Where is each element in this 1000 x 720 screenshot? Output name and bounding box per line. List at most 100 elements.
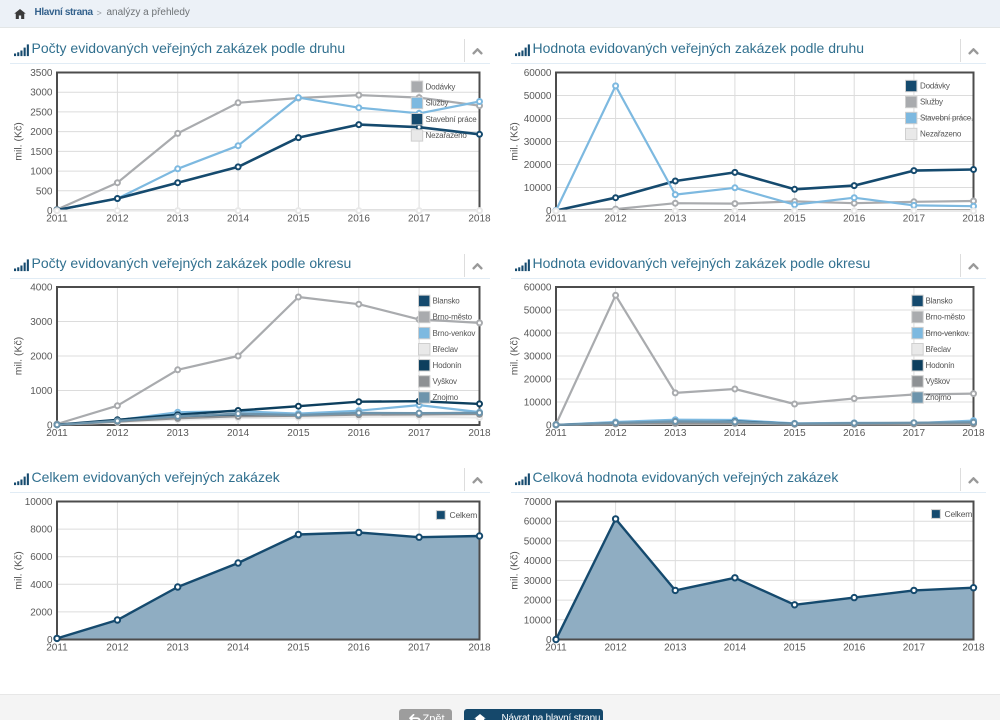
- svg-text:2015: 2015: [287, 428, 310, 439]
- svg-text:2012: 2012: [106, 214, 129, 225]
- svg-text:2013: 2013: [167, 428, 190, 439]
- svg-text:40000: 40000: [524, 329, 552, 340]
- svg-text:50000: 50000: [524, 91, 552, 102]
- svg-text:Brno-město: Brno-město: [926, 313, 966, 322]
- svg-text:Blansko: Blansko: [433, 297, 461, 306]
- svg-text:2000: 2000: [30, 127, 53, 138]
- svg-text:2018: 2018: [962, 643, 985, 654]
- svg-text:50000: 50000: [524, 536, 552, 547]
- svg-text:Brno-venkov: Brno-venkov: [433, 329, 476, 338]
- svg-text:2012: 2012: [106, 643, 129, 654]
- svg-text:Nezařazeno: Nezařazeno: [920, 130, 962, 139]
- svg-text:2016: 2016: [348, 643, 371, 654]
- svg-text:0: 0: [546, 635, 552, 646]
- svg-text:2013: 2013: [664, 214, 687, 225]
- svg-text:3000: 3000: [30, 88, 53, 99]
- svg-text:2012: 2012: [604, 214, 627, 225]
- svg-text:Brno-město: Brno-město: [433, 313, 473, 322]
- svg-text:2018: 2018: [962, 428, 985, 439]
- svg-text:2011: 2011: [545, 214, 567, 225]
- svg-text:10000: 10000: [25, 497, 53, 508]
- svg-text:2011: 2011: [46, 214, 68, 225]
- svg-text:mil. (Kč): mil. (Kč): [509, 122, 521, 161]
- svg-text:30000: 30000: [524, 137, 552, 148]
- svg-text:40000: 40000: [524, 114, 552, 125]
- svg-text:1000: 1000: [30, 386, 53, 397]
- svg-text:Dodávky: Dodávky: [426, 83, 456, 92]
- svg-text:20000: 20000: [524, 160, 552, 171]
- svg-text:2015: 2015: [783, 428, 806, 439]
- svg-text:2012: 2012: [604, 643, 627, 654]
- svg-text:40000: 40000: [524, 556, 552, 567]
- svg-text:0: 0: [546, 206, 552, 217]
- svg-text:2014: 2014: [227, 214, 250, 225]
- svg-text:0: 0: [47, 635, 53, 646]
- svg-text:2016: 2016: [843, 643, 866, 654]
- svg-text:1500: 1500: [30, 147, 53, 158]
- svg-text:mil. (Kč): mil. (Kč): [509, 337, 521, 376]
- svg-text:2017: 2017: [903, 214, 926, 225]
- svg-text:2017: 2017: [903, 643, 926, 654]
- svg-text:2015: 2015: [783, 643, 806, 654]
- svg-text:50000: 50000: [524, 306, 552, 317]
- svg-text:4000: 4000: [30, 283, 53, 294]
- svg-text:2011: 2011: [46, 428, 68, 439]
- svg-text:Služby: Služby: [920, 98, 943, 107]
- svg-text:10000: 10000: [524, 398, 552, 409]
- svg-text:70000: 70000: [524, 497, 552, 508]
- svg-text:2016: 2016: [843, 214, 866, 225]
- svg-text:30000: 30000: [524, 576, 552, 587]
- svg-text:2018: 2018: [468, 214, 491, 225]
- svg-text:60000: 60000: [524, 517, 552, 528]
- svg-text:Vyškov: Vyškov: [433, 377, 457, 386]
- svg-text:500: 500: [36, 186, 53, 197]
- svg-text:2017: 2017: [903, 428, 926, 439]
- svg-text:mil. (Kč): mil. (Kč): [13, 337, 25, 376]
- svg-text:2015: 2015: [287, 643, 310, 654]
- svg-text:2016: 2016: [843, 428, 866, 439]
- svg-text:2014: 2014: [724, 428, 747, 439]
- svg-text:0: 0: [47, 421, 53, 432]
- svg-text:2016: 2016: [348, 428, 371, 439]
- svg-text:1000: 1000: [30, 167, 53, 178]
- svg-text:20000: 20000: [524, 596, 552, 607]
- svg-text:2015: 2015: [287, 214, 310, 225]
- svg-text:2018: 2018: [468, 643, 491, 654]
- svg-text:mil. (Kč): mil. (Kč): [13, 551, 25, 590]
- svg-text:Dodávky: Dodávky: [920, 82, 950, 91]
- svg-text:2011: 2011: [46, 643, 68, 654]
- svg-text:mil. (Kč): mil. (Kč): [509, 551, 521, 590]
- svg-text:2014: 2014: [724, 214, 747, 225]
- svg-text:2017: 2017: [408, 214, 431, 225]
- svg-text:Blansko: Blansko: [926, 297, 954, 306]
- svg-text:2013: 2013: [664, 643, 687, 654]
- svg-text:2018: 2018: [468, 428, 491, 439]
- svg-text:2011: 2011: [545, 643, 567, 654]
- svg-text:2016: 2016: [348, 214, 371, 225]
- svg-text:8000: 8000: [30, 525, 53, 536]
- svg-text:2012: 2012: [106, 428, 129, 439]
- svg-text:Břeclav: Břeclav: [926, 345, 951, 354]
- svg-text:2017: 2017: [408, 428, 431, 439]
- svg-text:Služby: Služby: [426, 99, 449, 108]
- svg-text:Vyškov: Vyškov: [926, 377, 950, 386]
- svg-text:Hodonín: Hodonín: [926, 361, 955, 370]
- svg-text:2013: 2013: [167, 214, 190, 225]
- svg-text:Znojmo: Znojmo: [433, 393, 459, 402]
- svg-text:2014: 2014: [227, 428, 250, 439]
- svg-text:2013: 2013: [664, 428, 687, 439]
- svg-text:Celkem: Celkem: [945, 509, 973, 519]
- svg-text:Celkem: Celkem: [450, 510, 478, 520]
- svg-text:2018: 2018: [962, 214, 985, 225]
- svg-text:Stavební práce: Stavební práce: [426, 115, 478, 124]
- svg-text:0: 0: [47, 206, 53, 217]
- svg-text:2017: 2017: [408, 643, 431, 654]
- svg-text:Stavební práce.: Stavební práce.: [920, 114, 973, 123]
- svg-text:2013: 2013: [167, 643, 190, 654]
- svg-text:6000: 6000: [30, 552, 53, 563]
- svg-text:2015: 2015: [783, 214, 806, 225]
- svg-text:10000: 10000: [524, 615, 552, 626]
- svg-text:Znojmo: Znojmo: [926, 393, 952, 402]
- svg-text:60000: 60000: [524, 283, 552, 294]
- svg-text:Břeclav: Břeclav: [433, 345, 458, 354]
